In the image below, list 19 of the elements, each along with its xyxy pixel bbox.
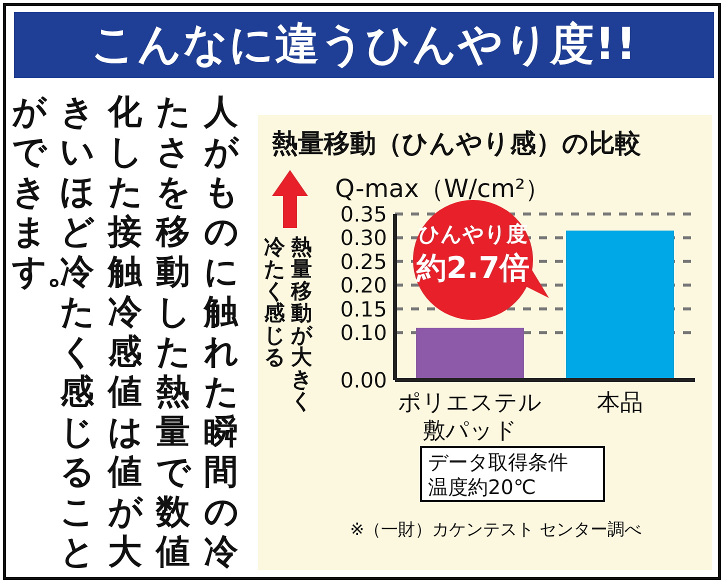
y-tick-label: 0.25: [340, 250, 387, 274]
y-tick-label: 0.30: [340, 226, 387, 250]
x-tick-label: 本品: [597, 390, 643, 416]
annotation: ひんやり度: [418, 221, 528, 248]
y-tick-label: 0.20: [340, 274, 387, 298]
annotation: 約2.7倍: [415, 250, 531, 288]
y-axis-title: Q-max（W/cm²）: [335, 173, 550, 205]
y-tick-label: 0.00: [340, 368, 387, 392]
text: ※（一財）カケンテスト センター調べ: [350, 519, 642, 541]
y-tick-label: 0.10: [340, 321, 387, 346]
chart-title: こんなに違うひんやり度!!: [14, 12, 714, 78]
x-tick-label: ポリエステル敷パッド: [398, 390, 542, 444]
text: 熱量移動が大きく冷たく感じる: [264, 235, 313, 413]
chart-subtitle: 熱量移動（ひんやり感）の比較: [272, 128, 641, 161]
y-tick-label: 0.15: [340, 297, 387, 322]
text: 人がものに触れた瞬間の冷たさを移動した熱量で数値化した接触冷感値は値が大きいほど冷たく感じることができます。: [12, 92, 239, 572]
text: データ取得条件: [428, 449, 568, 476]
y-tick-label: 0.35: [340, 202, 387, 226]
text: 温度約20℃: [428, 474, 536, 501]
